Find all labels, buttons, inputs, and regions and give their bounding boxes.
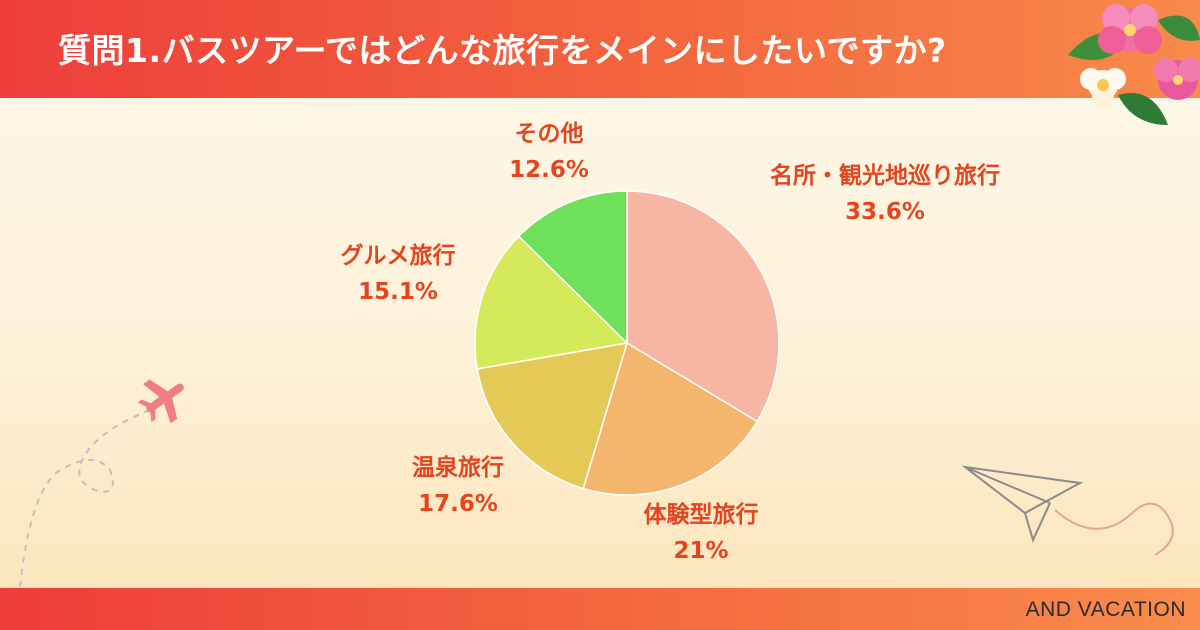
- pie-slice-other: [517, 190, 628, 345]
- category-label: 体験型旅行: [643, 502, 759, 528]
- paper-plane-icon: [961, 465, 1174, 556]
- pie-slice-gourmet: [474, 235, 629, 370]
- slice-label-other: その他 12.6%: [509, 116, 589, 188]
- slice-label-gourmet: グルメ旅行 15.1%: [341, 238, 456, 310]
- slice-label-sightseeing: 名所・観光地巡り旅行 33.6%: [770, 158, 1000, 230]
- slice-label-experience: 体験型旅行 21%: [644, 497, 759, 569]
- page-title: 質問1.バスツアーではどんな旅行をメインにしたいですか?: [58, 31, 947, 70]
- pie-slice-sightseeing: [626, 190, 780, 423]
- value-label: 21%: [673, 538, 729, 564]
- pie-slice-onsen: [476, 342, 629, 490]
- pie-slice-experience: [582, 341, 759, 496]
- value-label: 15.1%: [358, 279, 438, 305]
- category-label: 名所・観光地巡り旅行: [770, 163, 1000, 189]
- category-label: その他: [514, 121, 584, 147]
- airplane-icon: [19, 379, 184, 588]
- hibiscus-flowers-icon: [1068, 4, 1200, 125]
- value-label: 33.6%: [845, 199, 925, 225]
- header-bar: 質問1.バスツアーではどんな旅行をメインにしたいですか?: [0, 0, 1200, 98]
- value-label: 17.6%: [418, 491, 498, 517]
- slice-label-onsen: 温泉旅行 17.6%: [412, 450, 504, 522]
- category-label: 温泉旅行: [412, 455, 504, 481]
- footer-bar: [0, 588, 1200, 630]
- brand-name: AND VACATION: [1025, 598, 1186, 621]
- value-label: 12.6%: [509, 157, 589, 183]
- category-label: グルメ旅行: [340, 243, 456, 269]
